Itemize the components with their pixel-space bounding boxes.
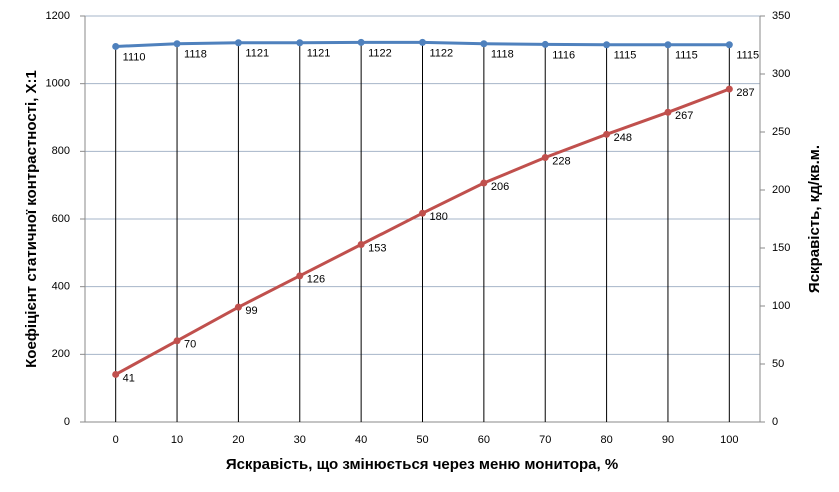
data-label: 1118 <box>184 49 207 61</box>
data-label: 99 <box>245 305 257 317</box>
point <box>603 130 611 138</box>
point <box>234 39 242 47</box>
x-tick-label: 30 <box>294 434 306 446</box>
x-tick-label: 60 <box>478 434 490 446</box>
data-label: 180 <box>430 211 448 223</box>
data-label: 206 <box>491 181 509 193</box>
y-tick-label: 200 <box>52 348 70 360</box>
point <box>296 272 304 280</box>
x-axis-title: Яскравість, що змінюється через меню мон… <box>226 456 618 473</box>
y-tick-label: 800 <box>52 145 70 157</box>
point <box>234 303 242 311</box>
y-tick-label: 400 <box>52 281 70 293</box>
y2-tick-label: 250 <box>772 126 790 138</box>
point <box>725 85 733 93</box>
data-label: 41 <box>123 372 135 384</box>
y-axis-title: Коефіцієнт статичної контрастності, X:1 <box>23 70 40 368</box>
data-label: 228 <box>552 155 570 167</box>
y-tick-label: 0 <box>64 416 70 428</box>
data-label: 248 <box>614 132 632 144</box>
point <box>725 41 733 49</box>
y2-tick-label: 350 <box>772 10 790 22</box>
point <box>357 241 365 249</box>
x-tick-label: 50 <box>416 434 428 446</box>
point <box>357 38 365 46</box>
point <box>173 337 181 345</box>
data-label: 70 <box>184 339 196 351</box>
point <box>541 154 549 162</box>
y2-tick-label: 150 <box>772 242 790 254</box>
data-label: 1121 <box>307 48 331 60</box>
y-tick-label: 600 <box>52 213 70 225</box>
y2-tick-label: 300 <box>772 68 790 80</box>
data-label: 1122 <box>430 47 454 59</box>
x-tick-label: 40 <box>355 434 367 446</box>
point <box>603 41 611 49</box>
x-tick-label: 70 <box>539 434 551 446</box>
y2-tick-label: 0 <box>772 416 778 428</box>
y2-tick-label: 100 <box>772 300 790 312</box>
y2-tick-label: 200 <box>772 184 790 196</box>
point <box>112 370 120 378</box>
y-tick-label: 1200 <box>46 10 70 22</box>
point <box>296 39 304 47</box>
x-tick-label: 10 <box>171 434 183 446</box>
point <box>480 179 488 187</box>
data-label: 1116 <box>552 49 575 61</box>
data-label: 153 <box>368 242 386 254</box>
data-label: 1110 <box>123 51 146 63</box>
point <box>419 209 426 217</box>
point <box>480 40 488 48</box>
data-label: 1122 <box>368 47 392 59</box>
data-label: 267 <box>675 110 693 122</box>
point <box>664 41 672 49</box>
data-label: 126 <box>307 274 325 286</box>
data-label: 1121 <box>245 48 269 60</box>
point <box>419 38 426 46</box>
point <box>112 42 120 50</box>
x-tick-label: 90 <box>662 434 674 446</box>
data-label: 1115 <box>614 50 637 62</box>
data-label: 287 <box>736 87 754 99</box>
data-label: 1118 <box>491 49 514 61</box>
point <box>541 40 549 48</box>
y2-tick-label: 50 <box>772 358 784 370</box>
data-label: 1115 <box>736 50 759 62</box>
point <box>173 40 181 48</box>
x-tick-label: 100 <box>720 434 738 446</box>
point <box>664 108 672 116</box>
x-tick-label: 0 <box>113 434 119 446</box>
x-tick-label: 20 <box>232 434 244 446</box>
x-tick-label: 80 <box>600 434 612 446</box>
y2-axis-title: Яскравість, кд/кв.м. <box>806 145 823 293</box>
data-label: 1115 <box>675 50 698 62</box>
y-tick-label: 1000 <box>46 78 70 90</box>
